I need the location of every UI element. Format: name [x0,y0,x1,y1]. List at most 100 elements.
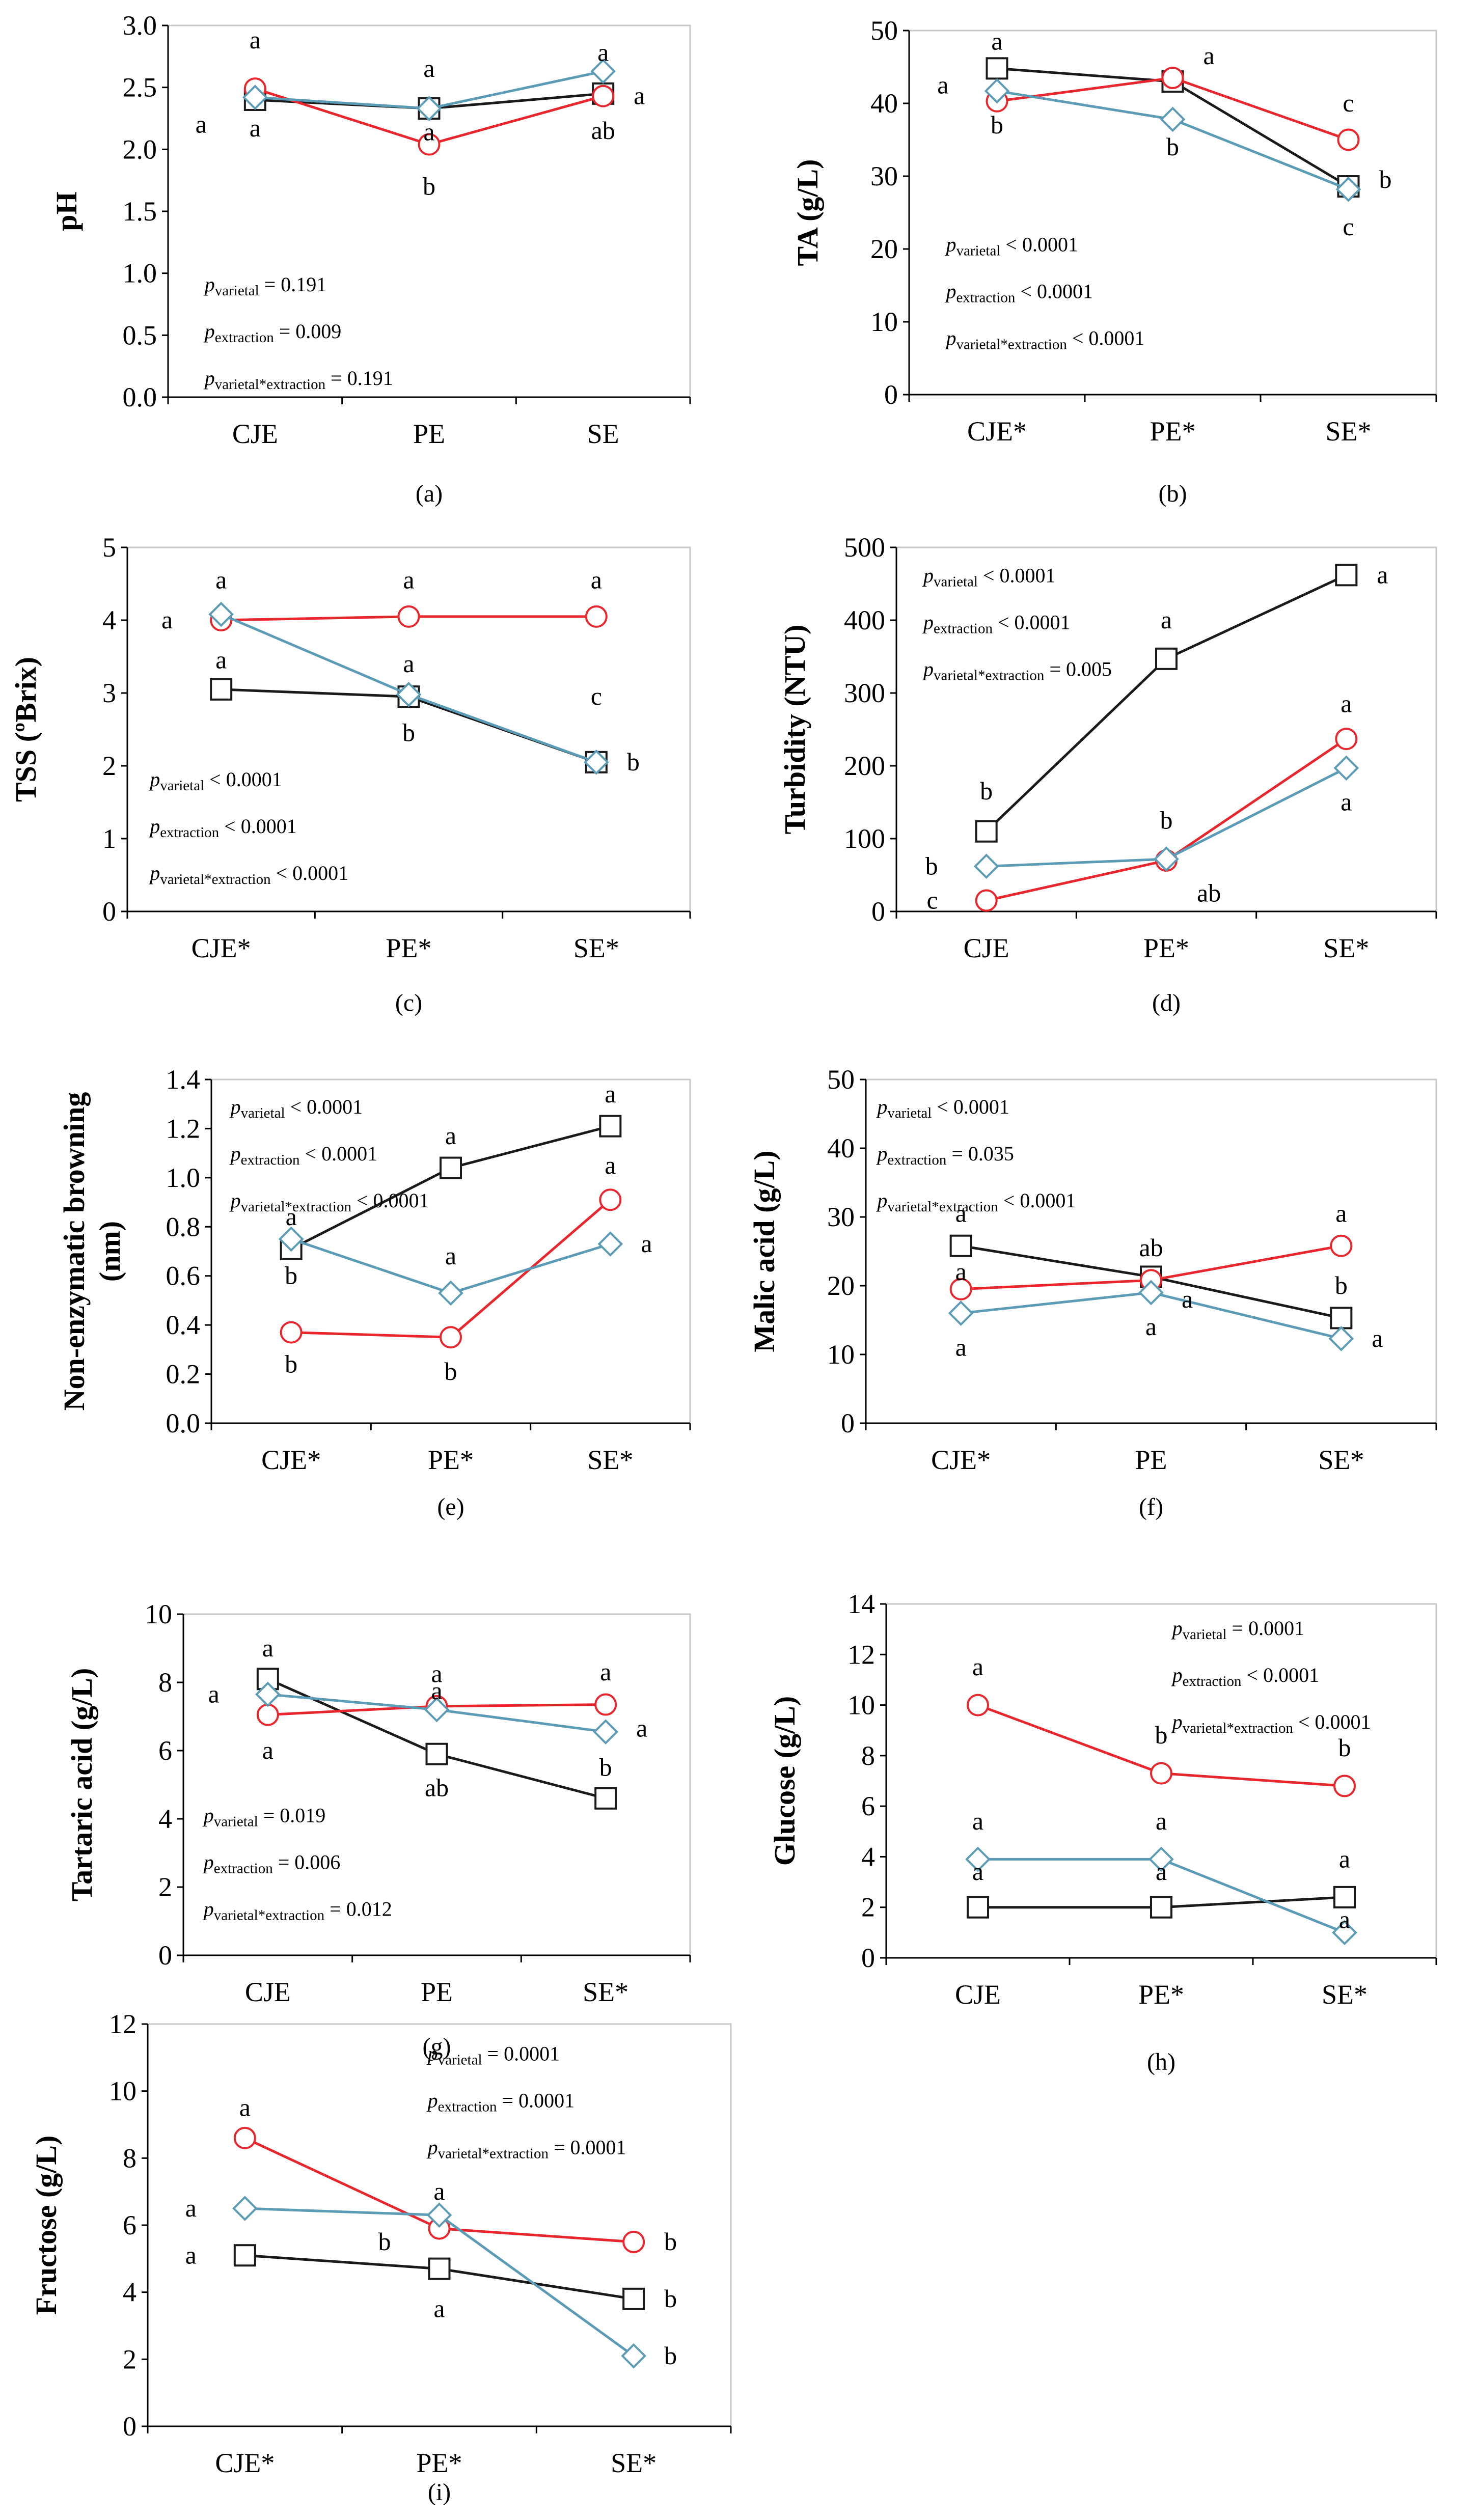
y-tick-label: 0.6 [166,1261,201,1291]
y-tick-label: 8 [158,1667,172,1698]
x-tick-label: PE* [1150,416,1195,447]
p-value-label: pvarietal*extraction = 0.0001 [426,2136,626,2162]
y-tick-label: 10 [870,307,898,337]
y-tick-label: 1.5 [123,196,157,227]
y-axis-label: Turbidity (NTU) [778,624,811,834]
y-tick-label: 0.8 [166,1211,201,1242]
significance-letter: a [1341,788,1352,816]
y-tick-label: 12 [109,2009,136,2039]
x-tick-label: PE [421,1977,453,2007]
p-value-label: pvarietal = 0.0001 [426,2042,560,2068]
panel-e: 0.0 0.2 0.4 0.6 0.8 1.0 1.2 1.4 CJE* PE* SE* Non-en… [58,1064,691,1520]
panel-label: (a) [416,480,443,507]
significance-letter: a [991,26,1002,55]
significance-letter: a [1339,1844,1350,1873]
y-tick-label: 4 [158,1804,172,1834]
marker-black_square [210,678,233,701]
x-tick-label: SE* [587,1445,633,1475]
significance-letter: a [185,2240,197,2269]
significance-letter: a [445,1241,456,1270]
marker-red_circle [622,2230,645,2253]
significance-letter: b [991,110,1003,139]
y-tick-label: 2 [123,2344,136,2374]
marker-black_square [1335,564,1358,587]
y-tick-label: 1.0 [123,258,157,289]
y-tick-label: 14 [847,1589,875,1619]
marker-blue_diamond [438,1280,463,1306]
y-tick-label: 0 [158,1940,172,1971]
marker-blue_diamond [948,1300,974,1326]
marker-red_circle [949,1278,972,1300]
marker-blue_diamond [1148,1846,1174,1872]
y-tick-label: 2.0 [123,134,157,164]
x-tick-label: SE* [573,933,619,963]
marker-blue_diamond [621,2343,646,2369]
significance-letter: c [1343,212,1354,241]
x-tick-label: CJE* [967,416,1027,447]
x-tick-label: SE [587,419,619,449]
y-axis-label: pH [50,191,83,231]
significance-letter: a [250,114,261,142]
significance-letter: a [431,1659,442,1687]
marker-blue_diamond [396,682,422,707]
marker-blue_diamond [584,750,609,775]
marker-red_circle [1333,1775,1356,1797]
p-value-label: pvarietal < 0.0001 [876,1095,1009,1121]
significance-letter: a [955,1333,967,1362]
marker-red_circle [280,1321,303,1344]
marker-black_square [1155,647,1178,670]
marker-red_circle [599,1188,622,1211]
significance-letter: a [250,25,261,54]
marker-blue_diamond [416,96,442,121]
p-value-label: pextraction = 0.006 [202,1851,341,1877]
y-axis-label: TA (g/L) [791,159,824,266]
y-tick-label: 8 [123,2143,136,2173]
x-tick-label: PE* [1138,1979,1184,2010]
significance-letter: ab [425,1774,449,1802]
marker-red_circle [594,1693,617,1716]
marker-black_square [1333,1886,1356,1908]
marker-red_circle [440,1326,462,1349]
significance-letter: b [664,2284,677,2313]
significance-letter: b [402,718,415,747]
marker-blue_diamond [984,78,1010,104]
p-value-label: pextraction < 0.0001 [922,611,1071,637]
marker-red_circle [1161,66,1184,89]
marker-blue_diamond [278,1226,304,1252]
p-value-label: pvarietal*extraction = 0.005 [922,658,1112,684]
marker-red_circle [1335,728,1358,751]
x-tick-label: PE* [1143,933,1189,963]
panel-d: 0 100 200 300 400 500 CJE PE* SE* Turbidity (NTU)… [778,532,1437,1016]
panel-c: 0 1 2 3 4 5 CJE* PE* SE* TSS (ºBrix) a a a a a b a c b pvar… [9,532,691,1016]
marker-black_square [428,2257,451,2280]
y-tick-label: 0 [102,896,116,927]
marker-black_square [599,1115,622,1138]
y-tick-label: 30 [870,161,898,191]
y-axis-label: TSS (ºBrix) [9,657,42,802]
y-axis-label: Malic acid (g/L) [748,1150,781,1352]
significance-letter: b [285,1261,297,1290]
y-tick-label: 6 [861,1791,875,1821]
x-tick-label: SE* [1323,933,1369,963]
y-tick-label: 1 [102,823,116,854]
y-axis-label: Tartaric acid (g/L) [65,1668,98,1902]
significance-letter: b [285,1349,297,1378]
p-value-label: pextraction < 0.0001 [229,1142,378,1168]
marker-red_circle [418,133,441,156]
significance-letter: c [1343,89,1354,117]
y-tick-label: 300 [844,678,885,708]
marker-blue_diamond [973,853,999,879]
p-value-label: pvarietal*extraction = 0.191 [203,367,393,393]
significance-letter: b [1335,1271,1348,1299]
significance-letter: a [605,1079,616,1108]
significance-letter: b [423,172,435,200]
marker-blue_diamond [426,2202,452,2228]
significance-letter: a [445,1121,456,1150]
significance-letter: a [1339,1905,1350,1934]
marker-black_square [622,2287,645,2310]
significance-letter: a [208,1679,220,1708]
y-tick-label: 0 [861,1943,875,1973]
significance-letter: a [423,54,434,82]
y-axis-label: Fructose (g/L) [30,2136,63,2315]
